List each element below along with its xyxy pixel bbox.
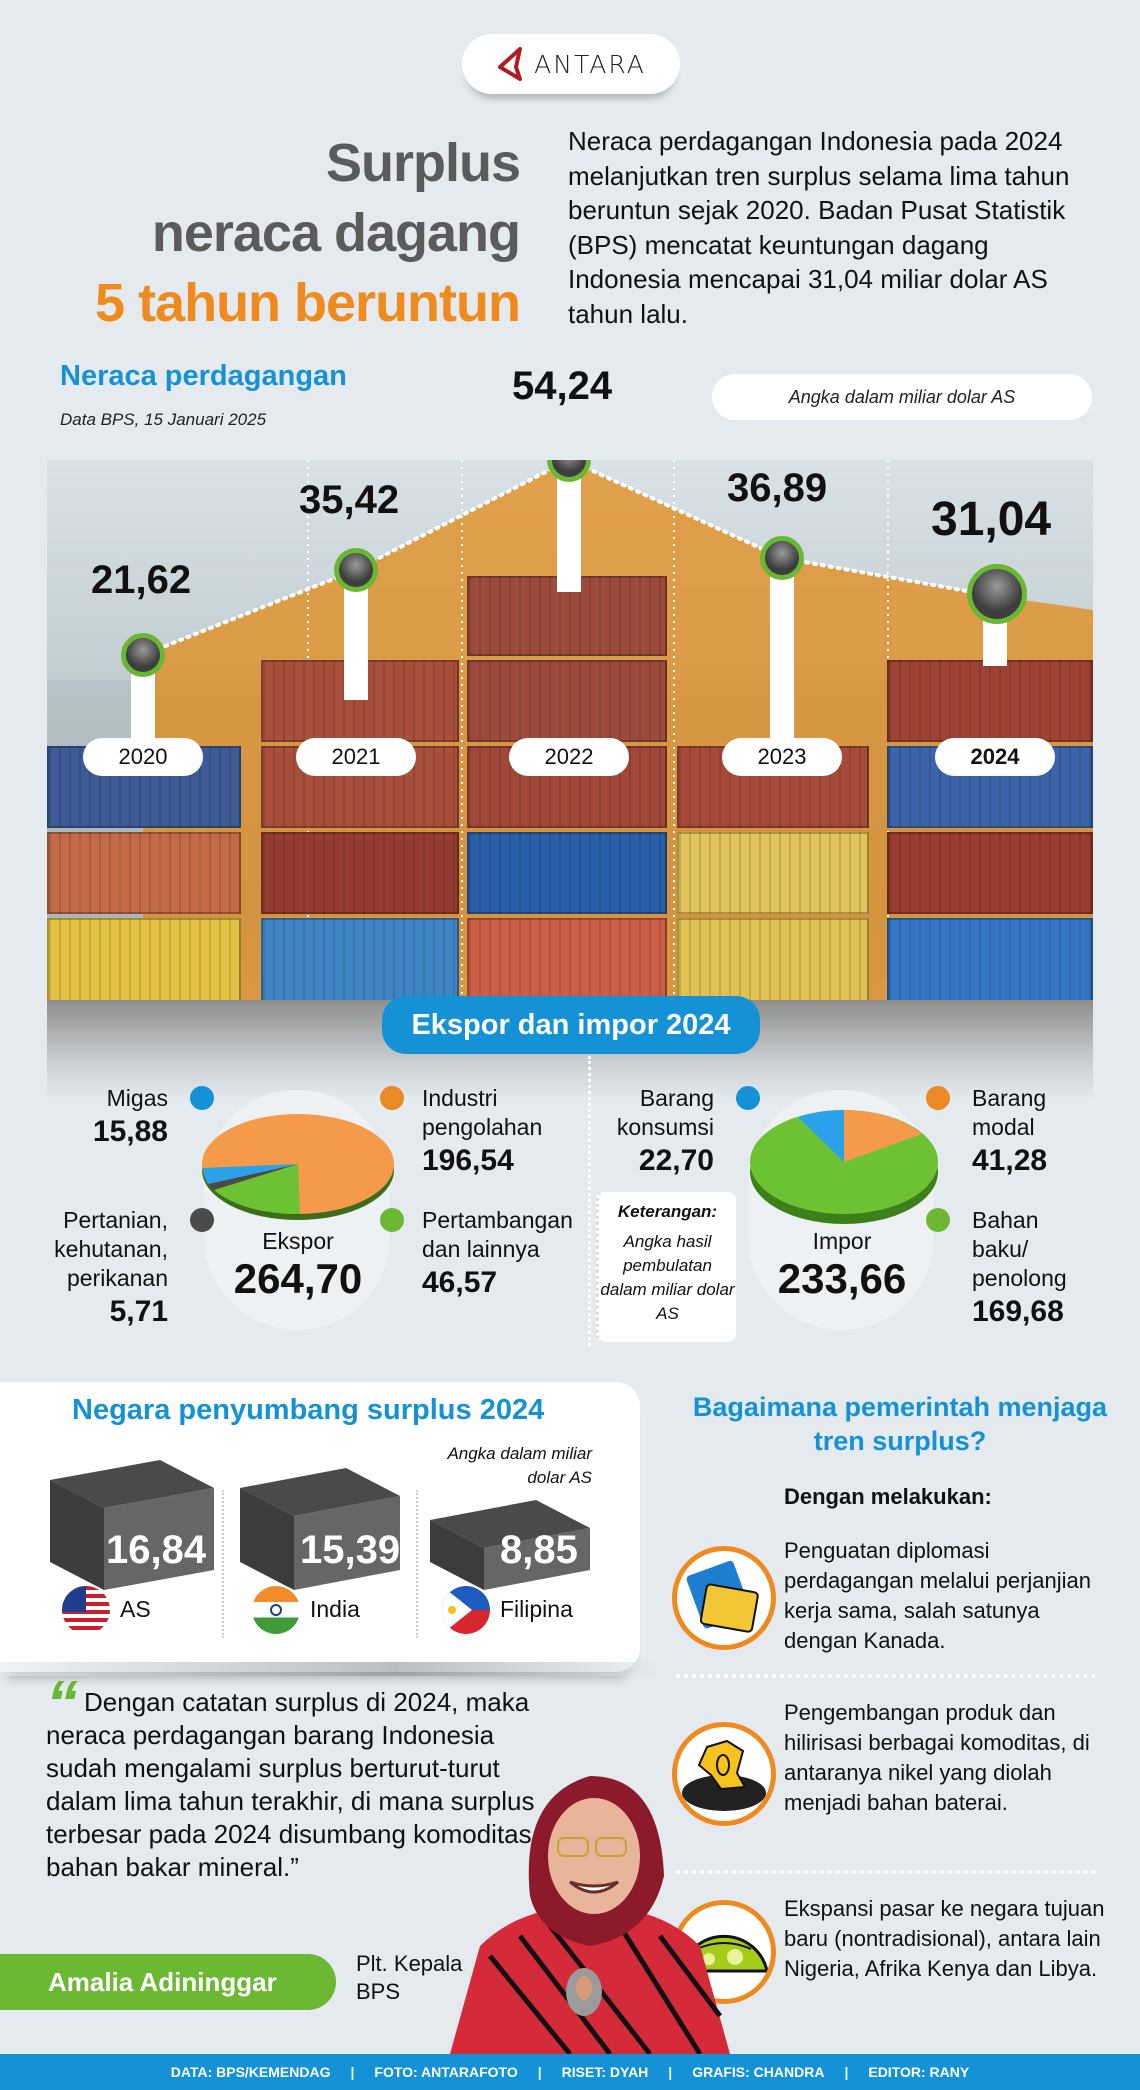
trade-balance-title: Neraca perdagangan [60,360,347,392]
credit-photo: FOTO: ANTARAFOTO [374,2064,518,2080]
legend-bahan-baku: Bahan baku/ penolong 169,68 [972,1207,1067,1328]
countries-unit-note: Angka dalam miliar dolar AS [447,1444,592,1487]
handshake-icon [672,1546,776,1650]
year-label-2022: 2022 [509,738,629,776]
antara-logo-icon [498,47,523,81]
container-photo-chart: 21,62 35,42 36,89 31,04 2020 2021 2022 2… [47,460,1093,1100]
credit-data: DATA: BPS/KEMENDAG [170,2064,331,2080]
year-label-2023: 2023 [722,738,842,776]
page-title: Surplus neraca dagang 5 tahun beruntun [95,128,521,338]
stem-2022 [557,472,581,592]
data-point-2020[interactable] [121,633,165,677]
country-name-india: India [310,1596,360,1622]
policy-title: Bagaimana pemerintah menjaga tren surplu… [692,1392,1108,1456]
countries-title: Negara penyumbang surplus 2024 [72,1394,545,1426]
us-flag-icon [62,1586,110,1634]
speaker-name-badge: Amalia Adininggar [0,1954,336,2010]
quote-text: “Dengan catatan surplus di 2024, maka ne… [46,1667,535,1882]
policy-subtitle: Dengan melakukan: [784,1484,992,1509]
bar-box-filipina [430,1500,590,1590]
policy-divider [676,1674,1096,1678]
stem-2020 [131,666,155,746]
stem-2021 [344,580,368,700]
value-2024: 31,04 [931,493,1052,546]
unit-note-pill: Angka dalam miliar dolar AS [712,374,1092,420]
philippines-flag-icon [442,1586,490,1634]
bahan-baku-marker [926,1208,950,1232]
credit-editor: EDITOR: RANY [868,2064,970,2080]
credits-footer: DATA: BPS/KEMENDAG | FOTO: ANTARAFOTO | RI… [0,2054,1140,2090]
card-shadow [0,1662,660,1676]
country-divider [222,1490,224,1638]
value-india: 15,39 [300,1528,401,1572]
note-title: Keterangan: [617,1202,718,1221]
konsumsi-marker [736,1086,760,1110]
trade-balance-source: Data BPS, 15 Januari 2025 [60,410,267,429]
speaker-portrait [450,1776,730,2054]
container-stack-2023 [677,742,869,1004]
legend-barang-konsumsi: Barang konsumsi 22,70 [616,1085,714,1177]
container-stack-2020 [47,742,241,1004]
legend-industri-pengolahan: Industri pengolahan 196,54 [422,1085,543,1177]
export-import-title: Ekspor dan impor 2024 [382,996,760,1054]
intro-paragraph: Neraca perdagangan Indonesia pada 2024 m… [568,126,1070,329]
bar-box-india [240,1468,400,1590]
container-stack-2021 [261,656,459,1004]
credit-graphics: GRAFIS: CHANDRA [692,2064,825,2080]
legend-barang-modal: Barang modal 41,28 [972,1085,1048,1177]
export-pie-chart [202,1114,394,1220]
country-name-filipina: Filipina [500,1596,573,1622]
value-2020: 21,62 [91,558,192,602]
data-point-2021[interactable] [334,548,378,592]
container-stack-2022 [467,572,667,1004]
country-name-as: AS [120,1596,151,1622]
data-point-2023[interactable] [760,536,804,580]
import-total: Impor 233,66 [777,1228,907,1302]
import-pie-chart [750,1110,938,1224]
value-2022: 54,24 [512,364,613,408]
export-import-divider [588,1056,591,1346]
policy-item-3: Ekspansi pasar ke negara tujuan baru (no… [784,1896,1105,1981]
antara-logo: ANTARA [462,34,680,94]
note-box: Keterangan: Angka hasil pembulatan dalam… [596,1192,736,1342]
value-filipina: 8,85 [500,1528,578,1572]
industri-marker [380,1086,404,1110]
bar-box-as [50,1460,214,1590]
stem-2023 [770,570,794,740]
credit-research: RISET: DYAH [561,2064,649,2080]
policy-divider [676,1870,1096,1874]
title-line-3: 5 tahun beruntun [95,273,521,333]
country-divider [416,1490,418,1638]
india-flag-icon [252,1586,300,1634]
migas-marker [190,1086,214,1110]
legend-migas: Migas 15,88 [92,1085,168,1148]
modal-marker [926,1086,950,1110]
policy-item-2: Pengembangan produk dan hilirisasi berba… [784,1700,1090,1815]
title-line-2: neraca dagang [151,203,521,263]
pertanian-marker [190,1208,214,1232]
title-line-1: Surplus [325,133,521,193]
pertambangan-marker [380,1208,404,1232]
container-stack-2024 [887,656,1093,1004]
nickel-ore-icon [672,1722,776,1826]
year-label-2020: 2020 [83,738,203,776]
legend-pertambangan: Pertambangan dan lainnya 46,57 [422,1207,573,1299]
export-total: Ekspor 264,70 [233,1228,363,1302]
data-point-2024[interactable] [967,564,1027,624]
value-2021: 35,42 [299,478,400,522]
policy-item-1: Penguatan diplomasi perdagangan melalui … [784,1538,1092,1653]
value-2023: 36,89 [727,466,828,510]
note-text: Angka hasil pembulatan dalam miliar dola… [600,1232,735,1323]
year-label-2024: 2024 [935,738,1055,776]
year-label-2021: 2021 [296,738,416,776]
legend-pertanian: Pertanian, kehutanan, perikanan 5,71 [54,1207,168,1328]
speaker-role: Plt. Kepala BPS [356,1951,463,2004]
value-as: 16,84 [106,1528,207,1572]
logo-text: ANTARA [534,49,646,79]
